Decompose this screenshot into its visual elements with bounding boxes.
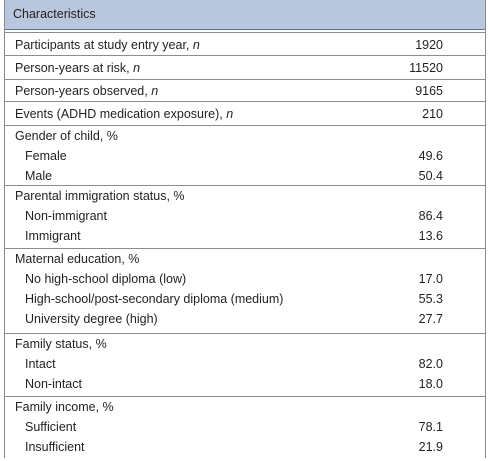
item-value: 17.0 <box>418 272 443 286</box>
item-value: 18.0 <box>418 377 443 391</box>
row-label: Person-years observed, n <box>15 84 159 98</box>
list-item: Male 50.4 <box>5 166 485 186</box>
item-value: 82.0 <box>418 357 443 371</box>
list-item: Insufficient 21.9 <box>5 437 485 457</box>
gender-group: Gender of child, % Female 49.6 Male 50.4 <box>5 126 485 186</box>
group-title: Family status, % <box>15 337 107 351</box>
list-item: Sufficient 78.1 <box>5 417 485 437</box>
item-value: 78.1 <box>418 420 443 434</box>
item-label: No high-school diploma (low) <box>25 272 187 286</box>
header-label: Characteristics <box>13 7 96 21</box>
immigration-group: Parental immigration status, % Non-immig… <box>5 186 485 249</box>
list-item: High-school/post-secondary diploma (medi… <box>5 289 485 309</box>
item-label: Immigrant <box>25 229 81 243</box>
list-item: No high-school diploma (low) 17.0 <box>5 269 485 289</box>
group-title: Parental immigration status, % <box>15 189 185 203</box>
item-label: Non-immigrant <box>25 209 107 223</box>
list-item: University degree (high) 27.7 <box>5 309 485 329</box>
item-label: High-school/post-secondary diploma (medi… <box>25 292 284 306</box>
table-row: Person-years observed, n 9165 <box>5 80 485 102</box>
item-label: Sufficient <box>25 420 77 434</box>
group-title: Gender of child, % <box>15 129 118 143</box>
row-value: 9165 <box>415 84 443 98</box>
item-label: Non-intact <box>25 377 82 391</box>
row-value: 11520 <box>409 61 443 75</box>
table-row: Events (ADHD medication exposure), n 210 <box>5 102 485 126</box>
row-label: Participants at study entry year, n <box>15 38 200 52</box>
row-value: 210 <box>422 107 443 121</box>
item-label: Intact <box>25 357 56 371</box>
row-label: Person-years at risk, n <box>15 61 141 75</box>
list-item: Female 49.6 <box>5 146 485 166</box>
item-value: 21.9 <box>418 440 443 454</box>
item-label: Male <box>25 169 53 183</box>
table-header: Characteristics <box>5 0 485 30</box>
table-row: Person-years at risk, n 11520 <box>5 56 485 80</box>
item-value: 13.6 <box>418 229 443 243</box>
item-label: Insufficient <box>25 440 85 454</box>
list-item: Intact 82.0 <box>5 354 485 374</box>
group-title: Maternal education, % <box>15 252 140 266</box>
list-item: Immigrant 13.6 <box>5 226 485 246</box>
item-label: University degree (high) <box>25 312 158 326</box>
row-value: 1920 <box>415 38 443 52</box>
family-income-group: Family income, % Sufficient 78.1 Insuffi… <box>5 397 485 458</box>
item-value: 55.3 <box>418 292 443 306</box>
family-status-group: Family status, % Intact 82.0 Non-intact … <box>5 334 485 397</box>
group-title: Family income, % <box>15 400 114 414</box>
row-label: Events (ADHD medication exposure), n <box>15 107 234 121</box>
list-item: Non-intact 18.0 <box>5 374 485 394</box>
item-label: Female <box>25 149 67 163</box>
list-item: Non-immigrant 86.4 <box>5 206 485 226</box>
item-value: 86.4 <box>418 209 443 223</box>
characteristics-table: Characteristics Participants at study en… <box>4 0 486 458</box>
table-row: Participants at study entry year, n 1920 <box>5 32 485 56</box>
education-group: Maternal education, % No high-school dip… <box>5 249 485 334</box>
item-value: 50.4 <box>418 169 443 183</box>
item-value: 49.6 <box>418 149 443 163</box>
item-value: 27.7 <box>418 312 443 326</box>
